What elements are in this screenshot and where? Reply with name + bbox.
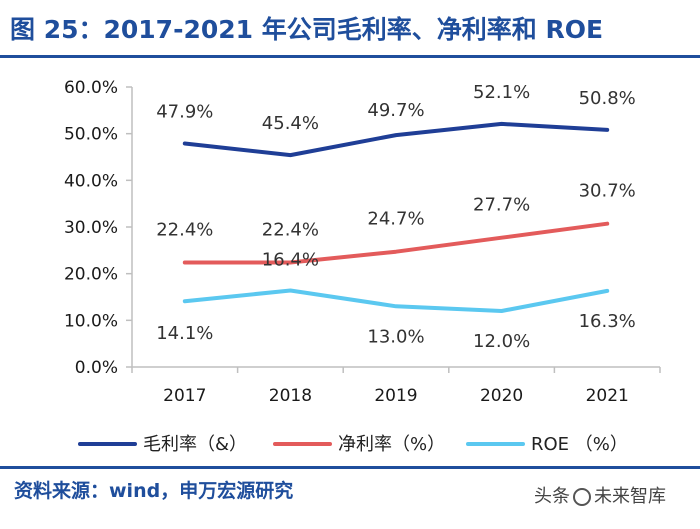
data-label: 52.1% bbox=[473, 82, 530, 103]
data-label: 49.7% bbox=[367, 100, 424, 121]
data-label: 16.4% bbox=[262, 249, 319, 270]
legend-label: ROE （%） bbox=[531, 434, 628, 455]
source-note: 资料来源：wind，申万宏源研究 bbox=[14, 480, 294, 502]
x-tick-label: 2018 bbox=[269, 386, 312, 406]
data-label: 45.4% bbox=[262, 113, 319, 134]
series-line-3 bbox=[182, 288, 610, 313]
x-tick-label: 2020 bbox=[480, 386, 523, 406]
data-label: 30.7% bbox=[579, 181, 636, 202]
line-chart: 0.0% 10.0% 20.0% 30.0% 40.0% 50.0% 60.0% 2017 20… bbox=[64, 78, 661, 455]
legend-label: 净利率（%） bbox=[338, 434, 445, 455]
data-label: 22.4% bbox=[156, 219, 213, 240]
y-tick-label: 20.0% bbox=[64, 265, 118, 285]
data-label: 24.7% bbox=[367, 209, 424, 230]
watermark: 头条 未来智库 bbox=[534, 482, 694, 522]
data-label: 13.0% bbox=[367, 326, 424, 347]
chart-title: 图 25：2017-2021 年公司毛利率、净利率和 ROE bbox=[10, 15, 604, 44]
footer-rule bbox=[0, 466, 700, 469]
series-line-1 bbox=[182, 121, 610, 158]
watermark-logo-icon bbox=[573, 488, 591, 506]
title-rule bbox=[0, 55, 700, 58]
y-tick-label: 40.0% bbox=[64, 171, 118, 191]
x-tick-label: 2021 bbox=[586, 386, 629, 406]
watermark-prefix: 头条 bbox=[534, 486, 570, 507]
data-label: 47.9% bbox=[156, 101, 213, 122]
legend-label: 毛利率（&） bbox=[143, 434, 247, 455]
x-tick-label: 2019 bbox=[374, 386, 417, 406]
x-tick-label: 2017 bbox=[163, 386, 206, 406]
y-tick-label: 10.0% bbox=[64, 311, 118, 331]
data-label: 27.7% bbox=[473, 195, 530, 216]
watermark-text: 未来智库 bbox=[594, 486, 666, 507]
y-tick-label: 30.0% bbox=[64, 218, 118, 238]
y-tick-label: 0.0% bbox=[75, 358, 118, 378]
data-label: 16.3% bbox=[579, 311, 636, 332]
y-tick-label: 50.0% bbox=[64, 125, 118, 145]
data-label: 14.1% bbox=[156, 323, 213, 344]
data-label: 12.0% bbox=[473, 331, 530, 352]
data-label: 50.8% bbox=[579, 88, 636, 109]
y-tick-label: 60.0% bbox=[64, 78, 118, 98]
data-label: 22.4% bbox=[262, 219, 319, 240]
